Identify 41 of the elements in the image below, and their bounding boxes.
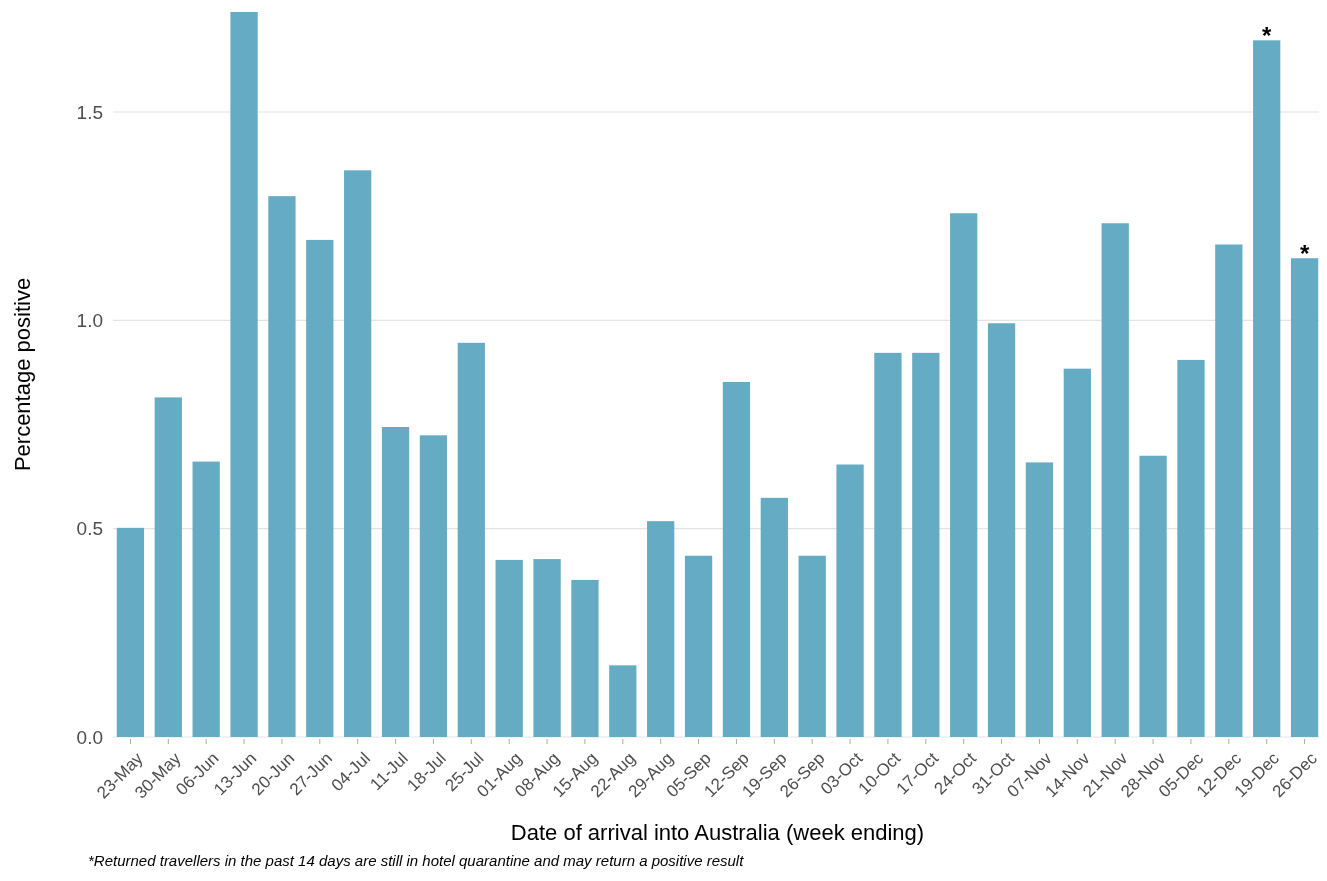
bar bbox=[419, 435, 448, 737]
bar bbox=[495, 559, 523, 737]
bar bbox=[684, 555, 713, 737]
y-tick-label: 1.5 bbox=[76, 101, 103, 123]
bar bbox=[230, 12, 258, 737]
y-tick-label: 1.0 bbox=[76, 309, 103, 331]
bar bbox=[1101, 223, 1129, 737]
bar bbox=[1139, 455, 1167, 737]
bar bbox=[1290, 258, 1319, 737]
y-tick-label: 0.5 bbox=[76, 518, 103, 540]
bar bbox=[306, 239, 334, 737]
bar bbox=[722, 382, 751, 737]
bar bbox=[912, 352, 940, 737]
bar bbox=[874, 352, 902, 737]
bar bbox=[1063, 368, 1091, 737]
bar bbox=[1177, 359, 1205, 737]
bar bbox=[987, 323, 1016, 737]
x-axis-title: Date of arrival into Australia (week ending) bbox=[510, 820, 925, 845]
bar bbox=[344, 170, 372, 737]
bar bbox=[798, 555, 826, 737]
bar bbox=[950, 213, 978, 737]
bar bbox=[836, 464, 864, 737]
bar bbox=[760, 497, 788, 737]
bar bbox=[1215, 244, 1243, 737]
bar bbox=[533, 559, 561, 737]
bar bbox=[116, 527, 145, 737]
bar bbox=[154, 397, 182, 737]
bar bbox=[1025, 462, 1054, 737]
bar bbox=[192, 461, 220, 737]
bar bbox=[381, 427, 410, 737]
y-tick-label: 0.0 bbox=[76, 726, 103, 748]
y-axis-title: Percentage positive bbox=[10, 277, 35, 472]
bar bbox=[268, 196, 296, 737]
bar bbox=[571, 579, 599, 737]
bar bbox=[647, 521, 675, 737]
bar bbox=[609, 665, 637, 737]
annotation: * bbox=[1299, 240, 1310, 268]
bar bbox=[457, 342, 485, 737]
annotation: * bbox=[1262, 22, 1273, 50]
bar bbox=[1253, 40, 1281, 737]
text: *Returned travellers in the past 14 days are still in hotel quarantine and may return a positive result bbox=[88, 852, 745, 869]
